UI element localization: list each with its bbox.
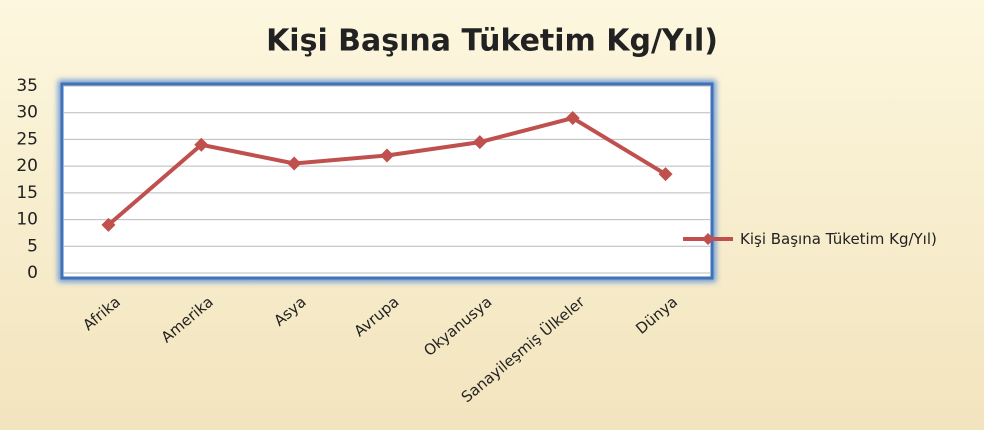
y-tick-label: 25	[16, 129, 38, 149]
x-tick-label: Afrika	[79, 293, 123, 334]
x-tick-label: Avrupa	[351, 293, 403, 341]
legend-marker	[702, 233, 714, 245]
y-tick-label: 20	[16, 156, 38, 176]
y-tick-label: 30	[16, 103, 38, 123]
point-marker	[472, 135, 487, 150]
chart-title: Kişi Başına Tüketim Kg/Yıl)	[266, 24, 718, 59]
point-marker	[565, 111, 580, 126]
y-tick-label: 5	[27, 236, 38, 256]
x-tick-label: Dünya	[632, 293, 681, 338]
y-tick-label: 15	[16, 183, 38, 203]
point-marker	[380, 148, 394, 163]
point-marker	[658, 167, 673, 182]
x-tick-label: Amerika	[158, 293, 217, 347]
legend-label: Kişi Başına Tüketim Kg/Yıl)	[740, 230, 937, 248]
x-tick-label: Asya	[270, 293, 309, 330]
x-tick-label: Okyanusya	[420, 293, 495, 360]
point-marker	[287, 156, 302, 171]
y-tick-label: 35	[16, 76, 38, 96]
point-marker	[194, 137, 209, 152]
point-marker	[101, 217, 116, 232]
y-tick-label: 10	[16, 210, 38, 230]
y-tick-label: 0	[27, 263, 38, 283]
plot-area	[60, 82, 714, 280]
